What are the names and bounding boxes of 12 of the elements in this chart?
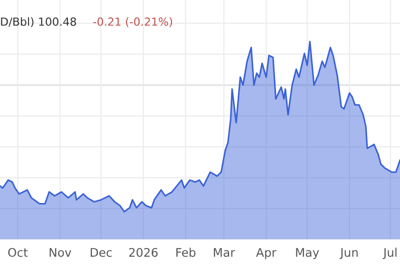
- x-tick-label: Mar: [214, 248, 236, 257]
- x-tick-label: May: [296, 248, 320, 260]
- x-tick-label: Dec: [90, 248, 112, 257]
- x-tick-label: Jul: [382, 248, 396, 260]
- x-tick-label: Oct: [8, 248, 28, 257]
- x-tick-label: 2026: [129, 248, 158, 257]
- x-tick-label: Feb: [176, 248, 196, 257]
- x-tick-label: Apr: [256, 248, 276, 260]
- text: -0.21 (-0.21%): [93, 17, 172, 28]
- chart-title: D/Bbl) 100.48: [1, 17, 76, 28]
- x-tick-label: Nov: [50, 248, 72, 257]
- x-tick-label: Jun: [340, 248, 358, 260]
